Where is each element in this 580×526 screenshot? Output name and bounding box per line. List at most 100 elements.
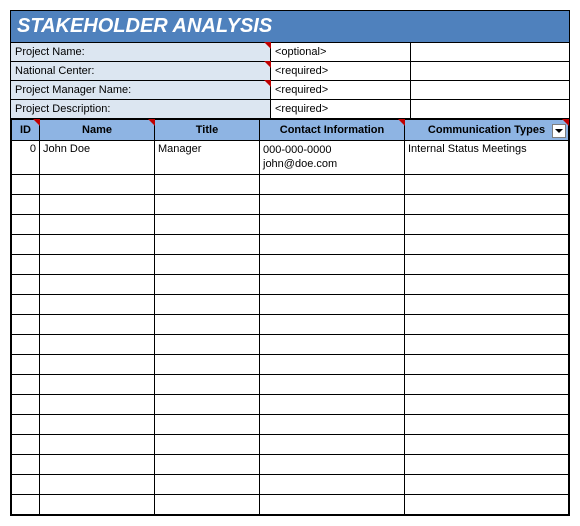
cell-empty[interactable] (40, 194, 155, 214)
meta-blank-cell[interactable] (411, 81, 569, 99)
cell-empty[interactable] (405, 414, 569, 434)
cell-empty[interactable] (40, 434, 155, 454)
cell-empty[interactable] (12, 354, 40, 374)
cell-empty[interactable] (260, 434, 405, 454)
cell-contact[interactable]: 000-000-0000john@doe.com (260, 141, 405, 175)
cell-empty[interactable] (40, 294, 155, 314)
cell-empty[interactable] (155, 334, 260, 354)
cell-empty[interactable] (40, 414, 155, 434)
cell-empty[interactable] (40, 354, 155, 374)
cell-empty[interactable] (405, 474, 569, 494)
cell-empty[interactable] (260, 314, 405, 334)
cell-empty[interactable] (260, 334, 405, 354)
column-header-contact[interactable]: Contact Information (260, 120, 405, 141)
cell-empty[interactable] (40, 214, 155, 234)
comment-indicator-icon[interactable] (264, 61, 271, 68)
cell-empty[interactable] (40, 254, 155, 274)
cell-empty[interactable] (260, 494, 405, 514)
cell-empty[interactable] (155, 174, 260, 194)
column-header-comm[interactable]: Communication Types (405, 120, 569, 141)
cell-empty[interactable] (40, 474, 155, 494)
cell-empty[interactable] (40, 394, 155, 414)
cell-empty[interactable] (155, 494, 260, 514)
cell-empty[interactable] (260, 214, 405, 234)
cell-empty[interactable] (12, 314, 40, 334)
cell-empty[interactable] (40, 334, 155, 354)
cell-empty[interactable] (405, 394, 569, 414)
meta-value[interactable]: <required> (271, 100, 411, 118)
cell-empty[interactable] (155, 194, 260, 214)
cell-empty[interactable] (155, 254, 260, 274)
column-header-id[interactable]: ID (12, 120, 40, 141)
cell-empty[interactable] (260, 454, 405, 474)
cell-empty[interactable] (155, 294, 260, 314)
cell-empty[interactable] (405, 254, 569, 274)
cell-empty[interactable] (12, 414, 40, 434)
cell-empty[interactable] (405, 214, 569, 234)
cell-empty[interactable] (405, 234, 569, 254)
cell-empty[interactable] (12, 254, 40, 274)
meta-value[interactable]: <required> (271, 62, 411, 80)
cell-empty[interactable] (12, 474, 40, 494)
cell-empty[interactable] (155, 234, 260, 254)
cell-empty[interactable] (260, 174, 405, 194)
cell-empty[interactable] (405, 354, 569, 374)
meta-value[interactable]: <optional> (271, 43, 411, 61)
cell-empty[interactable] (405, 434, 569, 454)
cell-empty[interactable] (260, 274, 405, 294)
cell-empty[interactable] (40, 274, 155, 294)
cell-empty[interactable] (405, 334, 569, 354)
cell-empty[interactable] (155, 214, 260, 234)
cell-empty[interactable] (12, 194, 40, 214)
cell-empty[interactable] (260, 234, 405, 254)
meta-value[interactable]: <required> (271, 81, 411, 99)
cell-empty[interactable] (12, 434, 40, 454)
cell-communication[interactable]: Internal Status Meetings (405, 141, 569, 175)
cell-empty[interactable] (155, 314, 260, 334)
cell-empty[interactable] (155, 274, 260, 294)
cell-empty[interactable] (155, 394, 260, 414)
cell-empty[interactable] (12, 214, 40, 234)
cell-title[interactable]: Manager (155, 141, 260, 175)
cell-empty[interactable] (405, 314, 569, 334)
filter-dropdown-icon[interactable] (552, 124, 566, 138)
cell-empty[interactable] (40, 494, 155, 514)
cell-empty[interactable] (155, 414, 260, 434)
cell-name[interactable]: John Doe (40, 141, 155, 175)
cell-empty[interactable] (12, 274, 40, 294)
cell-empty[interactable] (405, 294, 569, 314)
meta-blank-cell[interactable] (411, 100, 569, 118)
cell-empty[interactable] (155, 354, 260, 374)
cell-empty[interactable] (155, 474, 260, 494)
comment-indicator-icon[interactable] (264, 80, 271, 87)
column-header-title[interactable]: Title (155, 120, 260, 141)
cell-empty[interactable] (40, 234, 155, 254)
cell-empty[interactable] (40, 454, 155, 474)
cell-empty[interactable] (12, 394, 40, 414)
cell-empty[interactable] (12, 174, 40, 194)
cell-empty[interactable] (12, 234, 40, 254)
cell-empty[interactable] (405, 274, 569, 294)
cell-empty[interactable] (40, 314, 155, 334)
cell-empty[interactable] (155, 454, 260, 474)
column-header-name[interactable]: Name (40, 120, 155, 141)
cell-empty[interactable] (12, 454, 40, 474)
cell-empty[interactable] (12, 374, 40, 394)
cell-empty[interactable] (155, 374, 260, 394)
cell-empty[interactable] (260, 194, 405, 214)
cell-empty[interactable] (260, 394, 405, 414)
cell-empty[interactable] (260, 474, 405, 494)
cell-empty[interactable] (12, 294, 40, 314)
cell-empty[interactable] (260, 294, 405, 314)
cell-empty[interactable] (405, 194, 569, 214)
cell-empty[interactable] (260, 354, 405, 374)
cell-empty[interactable] (155, 434, 260, 454)
cell-id[interactable]: 0 (12, 141, 40, 175)
cell-empty[interactable] (40, 174, 155, 194)
cell-empty[interactable] (405, 454, 569, 474)
comment-indicator-icon[interactable] (264, 42, 271, 49)
cell-empty[interactable] (260, 254, 405, 274)
cell-empty[interactable] (405, 494, 569, 514)
cell-empty[interactable] (12, 494, 40, 514)
cell-empty[interactable] (40, 374, 155, 394)
